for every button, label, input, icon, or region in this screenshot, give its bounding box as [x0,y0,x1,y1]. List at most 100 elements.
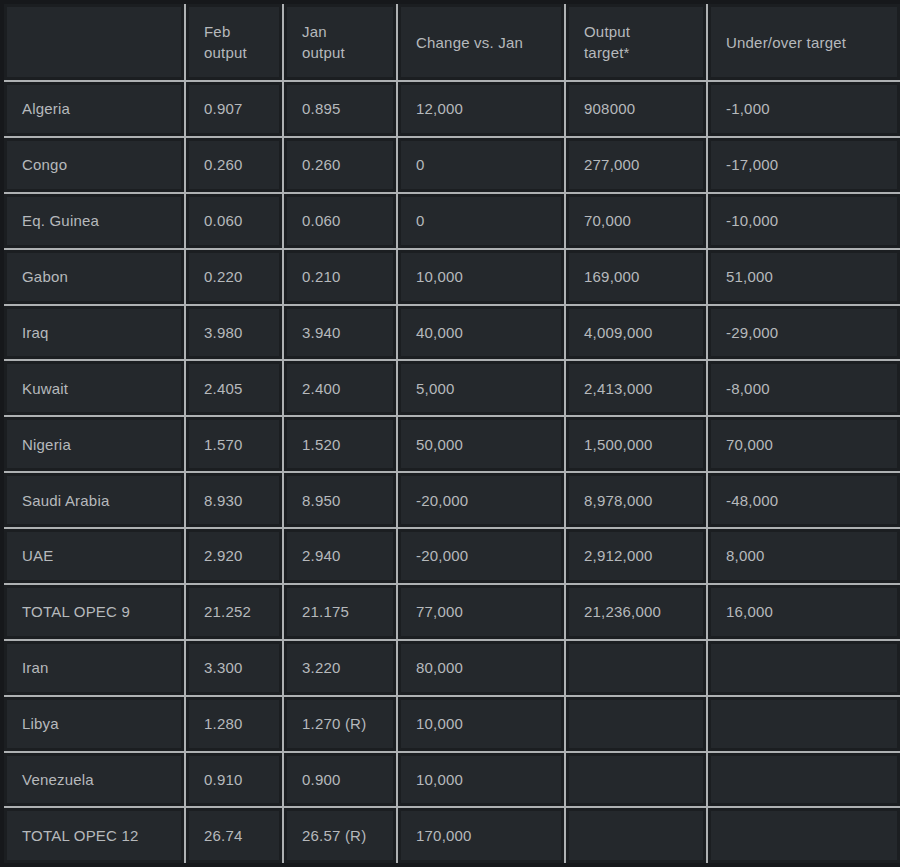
cell-feb-output: 3.300 [185,640,283,696]
header-cell-country [2,2,185,81]
cell-change: 50,000 [397,416,565,472]
header-label: Output target* [584,21,656,63]
header-cell-jan-output: Jan output [283,2,397,81]
cell-feb-output: 8.930 [185,472,283,528]
cell-under-over: -29,000 [707,305,900,361]
table-row-total-opec-12: TOTAL OPEC 12 26.74 26.57 (R) 170,000 [2,807,900,865]
cell-change: 40,000 [397,305,565,361]
cell-feb-output: 0.910 [185,752,283,808]
cell-country: Venezuela [2,752,185,808]
header-cell-under-over-target: Under/over target [707,2,900,81]
cell-feb-output: 0.907 [185,81,283,137]
header-cell-output-target: Output target* [565,2,707,81]
cell-jan-output: 1.270 (R) [283,696,397,752]
cell-jan-output: 1.520 [283,416,397,472]
cell-target [565,807,707,865]
table-row-saudi-arabia: Saudi Arabia 8.930 8.950 -20,000 8,978,0… [2,472,900,528]
cell-target [565,696,707,752]
cell-country: Congo [2,137,185,193]
cell-target: 21,236,000 [565,584,707,640]
cell-feb-output: 21.252 [185,584,283,640]
header-cell-feb-output: Feb output [185,2,283,81]
table-row-eq-guinea: Eq. Guinea 0.060 0.060 0 70,000 -10,000 [2,193,900,249]
table-row-libya: Libya 1.280 1.270 (R) 10,000 [2,696,900,752]
table-row-algeria: Algeria 0.907 0.895 12,000 908000 -1,000 [2,81,900,137]
cell-change: 170,000 [397,807,565,865]
cell-jan-output: 3.940 [283,305,397,361]
cell-feb-output: 0.060 [185,193,283,249]
cell-feb-output: 0.220 [185,249,283,305]
cell-country: Gabon [2,249,185,305]
cell-under-over [707,696,900,752]
header-label: Jan output [302,21,366,63]
table-row-venezuela: Venezuela 0.910 0.900 10,000 [2,752,900,808]
table-row-total-opec-9: TOTAL OPEC 9 21.252 21.175 77,000 21,236… [2,584,900,640]
cell-country: Kuwait [2,360,185,416]
table-row-congo: Congo 0.260 0.260 0 277,000 -17,000 [2,137,900,193]
header-label: Feb output [204,21,266,63]
table-row-uae: UAE 2.920 2.940 -20,000 2,912,000 8,000 [2,528,900,584]
cell-jan-output: 8.950 [283,472,397,528]
cell-country: Algeria [2,81,185,137]
cell-country: Saudi Arabia [2,472,185,528]
cell-jan-output: 0.260 [283,137,397,193]
cell-feb-output: 26.74 [185,807,283,865]
cell-under-over: 70,000 [707,416,900,472]
cell-target: 4,009,000 [565,305,707,361]
cell-target: 1,500,000 [565,416,707,472]
table-row-iraq: Iraq 3.980 3.940 40,000 4,009,000 -29,00… [2,305,900,361]
cell-under-over: -8,000 [707,360,900,416]
cell-target: 277,000 [565,137,707,193]
cell-under-over [707,752,900,808]
cell-change: 0 [397,137,565,193]
cell-feb-output: 1.570 [185,416,283,472]
cell-under-over: -10,000 [707,193,900,249]
cell-jan-output: 0.900 [283,752,397,808]
cell-feb-output: 0.260 [185,137,283,193]
cell-change: 0 [397,193,565,249]
cell-under-over [707,640,900,696]
table-row-nigeria: Nigeria 1.570 1.520 50,000 1,500,000 70,… [2,416,900,472]
cell-target: 908000 [565,81,707,137]
cell-feb-output: 3.980 [185,305,283,361]
cell-target: 70,000 [565,193,707,249]
cell-target: 169,000 [565,249,707,305]
cell-country: TOTAL OPEC 12 [2,807,185,865]
cell-change: 10,000 [397,752,565,808]
cell-change: 10,000 [397,696,565,752]
cell-under-over: 51,000 [707,249,900,305]
table-row-gabon: Gabon 0.220 0.210 10,000 169,000 51,000 [2,249,900,305]
cell-country: Eq. Guinea [2,193,185,249]
cell-target [565,752,707,808]
cell-feb-output: 2.920 [185,528,283,584]
cell-under-over: -48,000 [707,472,900,528]
cell-country: UAE [2,528,185,584]
cell-jan-output: 2.940 [283,528,397,584]
cell-change: 5,000 [397,360,565,416]
cell-target: 2,413,000 [565,360,707,416]
cell-jan-output: 26.57 (R) [283,807,397,865]
cell-country: Nigeria [2,416,185,472]
cell-jan-output: 0.210 [283,249,397,305]
cell-under-over: -17,000 [707,137,900,193]
cell-change: 10,000 [397,249,565,305]
cell-jan-output: 21.175 [283,584,397,640]
opec-output-table: Feb output Jan output Change vs. Jan Out… [0,0,900,867]
cell-under-over: 16,000 [707,584,900,640]
cell-feb-output: 1.280 [185,696,283,752]
cell-target: 8,978,000 [565,472,707,528]
cell-jan-output: 0.895 [283,81,397,137]
cell-change: -20,000 [397,472,565,528]
cell-target [565,640,707,696]
cell-country: Iraq [2,305,185,361]
cell-change: 77,000 [397,584,565,640]
cell-change: 12,000 [397,81,565,137]
cell-under-over: 8,000 [707,528,900,584]
header-cell-change-vs-jan: Change vs. Jan [397,2,565,81]
cell-country: TOTAL OPEC 9 [2,584,185,640]
cell-jan-output: 3.220 [283,640,397,696]
cell-change: -20,000 [397,528,565,584]
table-row-iran: Iran 3.300 3.220 80,000 [2,640,900,696]
cell-change: 80,000 [397,640,565,696]
header-row: Feb output Jan output Change vs. Jan Out… [2,2,900,81]
